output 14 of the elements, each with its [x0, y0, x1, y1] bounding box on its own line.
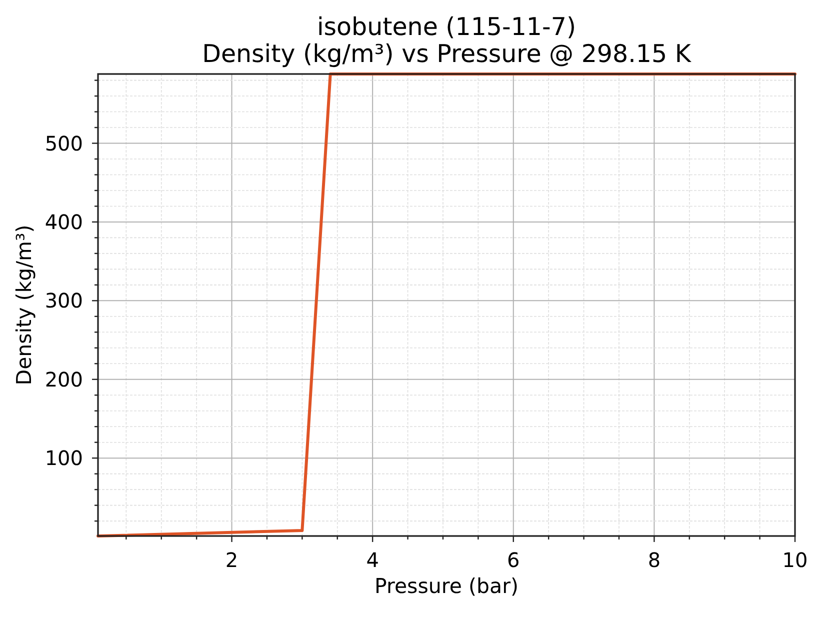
- y-tick-label: 500: [44, 131, 83, 156]
- x-axis-title: Pressure (bar): [374, 574, 519, 598]
- x-tick-label: 10: [782, 548, 808, 572]
- y-tick-label: 400: [44, 210, 83, 234]
- y-tick-label: 200: [44, 367, 83, 392]
- x-tick-label: 2: [225, 548, 238, 572]
- y-tick-label: 100: [44, 446, 83, 470]
- y-axis-title: Density (kg/m³): [12, 224, 36, 386]
- chart-subtitle: Density (kg/m³) vs Pressure @ 298.15 K: [202, 39, 692, 68]
- x-tick-label: 6: [507, 548, 520, 572]
- x-tick-label: 4: [366, 548, 379, 572]
- y-tick-label: 300: [44, 288, 83, 313]
- chart-title: isobutene (115-11-7): [316, 12, 576, 41]
- x-tick-label: 8: [648, 548, 661, 572]
